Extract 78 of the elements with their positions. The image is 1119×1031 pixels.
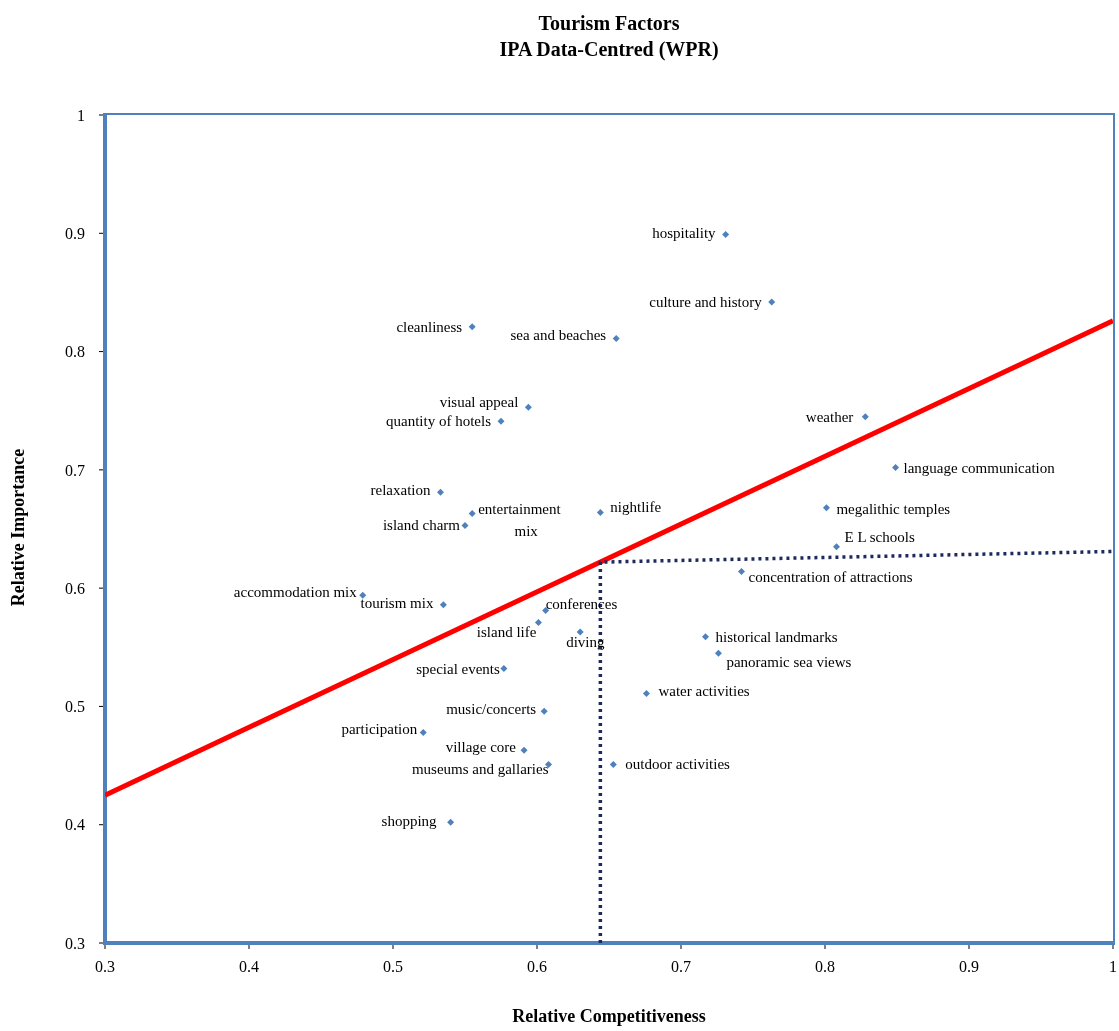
point <box>768 298 776 306</box>
point <box>722 230 730 238</box>
point <box>822 504 830 512</box>
annotation: entertainment mix <box>478 500 562 539</box>
point <box>468 510 476 518</box>
annotation: cleanliness <box>396 318 463 335</box>
point <box>596 508 604 516</box>
annotation: accommodation mix <box>233 584 358 601</box>
chart-title: Tourism Factors <box>537 11 681 36</box>
annotation: diving <box>566 633 606 650</box>
annotation: megalithic temples <box>836 500 951 517</box>
y-tick-label: 0.6 <box>65 579 85 597</box>
annotation: concentration of attractions <box>748 568 913 585</box>
annotation: island charm <box>382 517 461 534</box>
annotation: shopping <box>381 813 438 830</box>
chart-subtitle: IPA Data-Centred (WPR) <box>498 37 720 62</box>
point <box>439 601 447 609</box>
annotation: water activities <box>658 683 750 700</box>
annotation: E L schools <box>844 528 915 545</box>
y-tick-label: 0.4 <box>65 816 85 834</box>
point <box>534 618 542 626</box>
annotation: tourism mix <box>360 594 434 611</box>
point <box>701 633 709 641</box>
point <box>737 568 745 576</box>
point <box>540 707 548 715</box>
point <box>437 488 445 496</box>
point <box>359 591 367 599</box>
y-tick-label: 0.5 <box>65 698 85 716</box>
x-tick-label: 0.6 <box>527 958 547 976</box>
point <box>612 335 620 343</box>
annotation: museums and gallaries <box>411 761 549 778</box>
x-tick-label: 0.8 <box>815 958 835 976</box>
point <box>576 628 584 636</box>
point <box>500 665 508 673</box>
point <box>833 543 841 551</box>
point <box>497 417 505 425</box>
annotation: hospitality <box>652 225 717 242</box>
x-tick-label: 0.4 <box>239 958 259 976</box>
annotation: island life <box>476 624 537 641</box>
annotation: village core <box>445 739 517 756</box>
annotation: quantity of hotels <box>386 413 492 430</box>
annotation: sea and beaches <box>510 326 607 343</box>
point <box>419 728 427 736</box>
y-tick-label: 0.9 <box>65 224 85 242</box>
annotation: weather <box>805 408 854 425</box>
y-tick-label: 0.7 <box>65 461 85 479</box>
annotation: culture and history <box>649 293 763 310</box>
annotation: language communication <box>903 460 1056 477</box>
point <box>609 760 617 768</box>
annotation: music/concerts <box>446 701 537 718</box>
annotation: visual appeal <box>439 394 519 411</box>
x-tick-label: 0.9 <box>959 958 979 976</box>
x-tick-label: 0.7 <box>671 958 691 976</box>
annotation: nightlife <box>610 499 662 516</box>
annotation: special events <box>416 660 501 677</box>
point <box>461 521 469 529</box>
point <box>524 403 532 411</box>
y-axis-title: Relative Importance <box>7 447 29 609</box>
y-tick-label: 0.8 <box>65 343 85 361</box>
point <box>642 689 650 697</box>
annotation: conferences <box>545 595 618 612</box>
point <box>861 413 869 421</box>
point <box>468 323 476 331</box>
annotation: panoramic sea views <box>726 654 852 671</box>
point <box>520 746 528 754</box>
y-tick-label: 1 <box>77 106 85 124</box>
x-axis-title: Relative Competitiveness <box>511 1006 707 1027</box>
annotation: relaxation <box>370 482 432 499</box>
point <box>714 649 722 657</box>
point <box>447 818 455 826</box>
point <box>892 463 900 471</box>
annotation: participation <box>341 721 418 738</box>
y-tick-label: 0.3 <box>65 934 85 952</box>
annotation: historical landmarks <box>715 628 838 645</box>
x-tick-label: 0.3 <box>95 958 115 976</box>
x-tick-label: 0.5 <box>383 958 403 976</box>
annotation: outdoor activities <box>625 756 731 773</box>
x-tick-label: 1 <box>1109 958 1117 976</box>
